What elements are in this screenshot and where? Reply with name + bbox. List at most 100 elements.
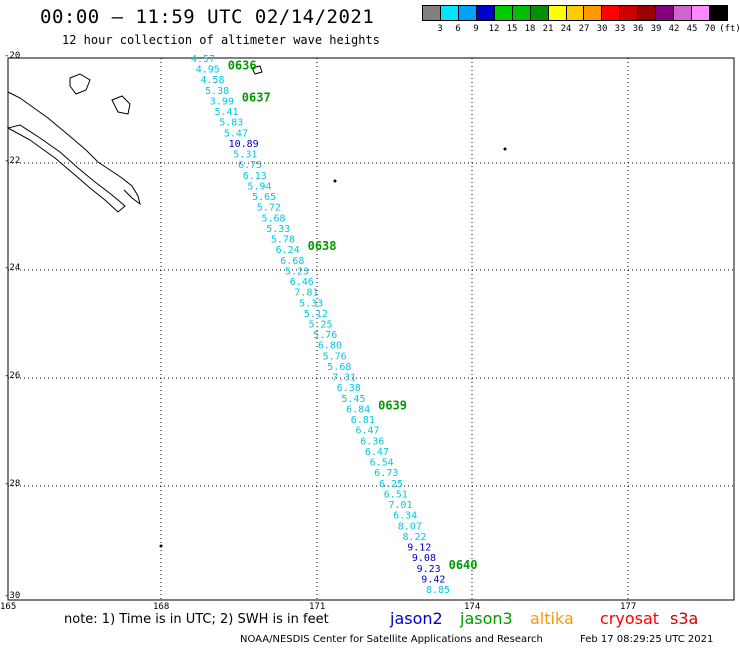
- legend-unit: (ft): [719, 24, 740, 34]
- legend-labels: 3 6 9 12 15 18 21 24 27 30 33 36 39 42 45 70 (ft): [422, 21, 740, 35]
- swh-value: 6.47: [365, 447, 389, 458]
- swh-value: 5.33: [299, 298, 323, 309]
- swh-value: 9.42: [421, 574, 445, 585]
- swh-value: 5.83: [219, 118, 243, 129]
- swh-value: 6.73: [374, 468, 398, 479]
- swh-value: 6.34: [393, 511, 417, 522]
- legend-swatch: [602, 6, 621, 20]
- legend-swatch: [494, 6, 513, 20]
- pass-time-label: 0638: [308, 239, 337, 253]
- lat-label: -30: [4, 591, 21, 601]
- lon-label: 165: [0, 602, 17, 612]
- swh-value: 7.01: [388, 500, 412, 511]
- swh-value: 6.24: [276, 245, 300, 256]
- swh-value: 8.85: [426, 585, 450, 596]
- coastline-new-caledonia: [6, 65, 263, 213]
- legend-label: 15: [506, 24, 518, 34]
- swh-value: 5.68: [327, 362, 351, 373]
- lat-label: -22: [4, 156, 21, 166]
- legend-label: 39: [650, 24, 662, 34]
- footer-note: note: 1) Time is in UTC; 2) SWH is in fe…: [64, 612, 329, 627]
- legend-swatch: [548, 6, 567, 20]
- swh-value: 9.08: [412, 553, 436, 564]
- legend-label: 33: [614, 24, 626, 34]
- legend-label: 42: [668, 24, 680, 34]
- legend-swatch: [692, 6, 710, 20]
- island-dot: [333, 179, 337, 183]
- swh-value: 5.68: [262, 213, 286, 224]
- swh-value: 5.25: [309, 320, 333, 331]
- swh-track: 4.574.954.585.383.995.415.835.4710.895.3…: [191, 54, 478, 596]
- swh-value: 8.22: [403, 532, 427, 543]
- lon-label: 168: [153, 602, 170, 612]
- map-frame: [7, 57, 735, 601]
- legend-label: 45: [686, 24, 698, 34]
- swh-value: 6.51: [384, 489, 408, 500]
- swh-value: 5.38: [205, 86, 229, 97]
- swh-value: 6.68: [280, 256, 304, 267]
- swh-value: 5.41: [215, 107, 239, 118]
- satellite-name: s3a: [670, 609, 699, 628]
- legend-swatch: [512, 6, 531, 20]
- satellite-name: cryosat: [600, 609, 660, 628]
- legend-label: 6: [455, 24, 461, 34]
- pass-time-label: 0637: [242, 90, 271, 104]
- lat-label: -24: [4, 263, 21, 273]
- swh-value: 6.80: [318, 341, 342, 352]
- legend-swatch: [458, 6, 477, 20]
- legend-label: 3: [437, 24, 443, 34]
- legend-swatch: [476, 6, 495, 20]
- pass-time-label: 0636: [228, 59, 257, 73]
- swh-value: 5.65: [252, 192, 276, 203]
- swh-value: 7.31: [332, 373, 356, 384]
- legend-swatch: [710, 6, 727, 20]
- satellite-name: jason2: [390, 609, 443, 628]
- swh-value: 9.23: [417, 564, 441, 575]
- map-subtitle: 12 hour collection of altimeter wave hei…: [62, 33, 380, 47]
- legend-label: 21: [542, 24, 554, 34]
- pass-time-label: 0640: [449, 558, 478, 572]
- swh-value: 5.12: [304, 309, 328, 320]
- swh-value: 4.95: [196, 65, 220, 76]
- legend-label: 24: [560, 24, 572, 34]
- generated-date: Feb 17 08:29:25 UTC 2021: [580, 634, 714, 645]
- swh-value: 10.89: [229, 139, 259, 150]
- satellite-name: jason3: [460, 609, 513, 628]
- swh-value: 6.54: [370, 458, 394, 469]
- legend-swatches: [422, 5, 728, 21]
- swh-value: 6.25: [379, 479, 403, 490]
- legend-label: 9: [473, 24, 479, 34]
- swh-value: 4.57: [191, 54, 215, 65]
- swh-value: 5.23: [285, 266, 309, 277]
- legend-label: 30: [596, 24, 608, 34]
- legend-swatch: [620, 6, 639, 20]
- lon-label: 174: [464, 602, 481, 612]
- legend-swatch: [674, 6, 693, 20]
- lat-label: -20: [4, 51, 21, 61]
- island-dot: [159, 544, 163, 548]
- island-dot: [503, 147, 507, 151]
- swh-value: 6.36: [360, 436, 384, 447]
- legend-label: 12: [488, 24, 500, 34]
- swh-value: 6.46: [290, 277, 314, 288]
- swh-value: 4.58: [200, 75, 224, 86]
- swh-value: 5.72: [257, 203, 281, 214]
- lat-label: -26: [4, 371, 21, 381]
- swh-value: 5.47: [224, 128, 248, 139]
- swh-value: 6.38: [337, 383, 361, 394]
- color-legend: 3 6 9 12 15 18 21 24 27 30 33 36 39 42 45 70 (ft): [422, 5, 740, 39]
- swh-value: 8.07: [398, 521, 422, 532]
- legend-swatch: [530, 6, 549, 20]
- map-title: 00:00 – 11:59 UTC 02/14/2021: [40, 6, 375, 28]
- swh-value: 6.47: [356, 426, 380, 437]
- swh-value: 6.75: [238, 160, 262, 171]
- legend-swatch: [656, 6, 675, 20]
- lat-label: -28: [4, 479, 21, 489]
- swh-value: 5.33: [266, 224, 290, 235]
- legend-label: 70: [704, 24, 716, 34]
- legend-swatch: [423, 6, 441, 20]
- grid-lines: [8, 58, 734, 600]
- swh-value: 5.76: [323, 351, 347, 362]
- swh-value: 5.94: [247, 181, 271, 192]
- swh-value: 6.13: [243, 171, 267, 182]
